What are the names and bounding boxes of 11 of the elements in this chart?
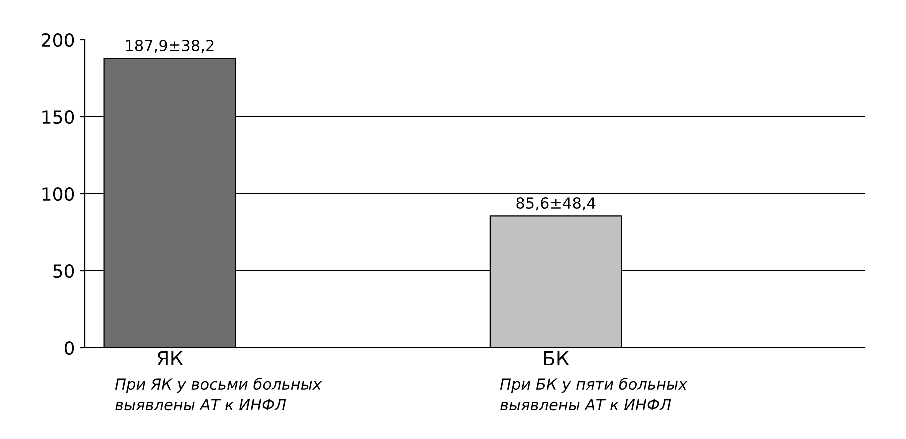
y-tick-label: 50 — [54, 264, 74, 278]
data-label: 187,9±38,2 — [126, 40, 214, 54]
x-tick-label: БК — [544, 351, 570, 366]
data-label: 85,6±48,4 — [516, 197, 596, 211]
y-tick-label: 100 — [42, 187, 74, 202]
y-tick-label: 150 — [42, 110, 74, 124]
y-tick-label: 200 — [42, 33, 74, 48]
y-tick-label: 0 — [64, 341, 74, 356]
x-tick-label: ЯК — [158, 351, 184, 366]
text: При БК у пяти больных выявлены АТ к ИНФЛ — [500, 378, 688, 411]
text: При ЯК у восьми больных выявлены АТ к ИНФЛ — [115, 378, 322, 411]
